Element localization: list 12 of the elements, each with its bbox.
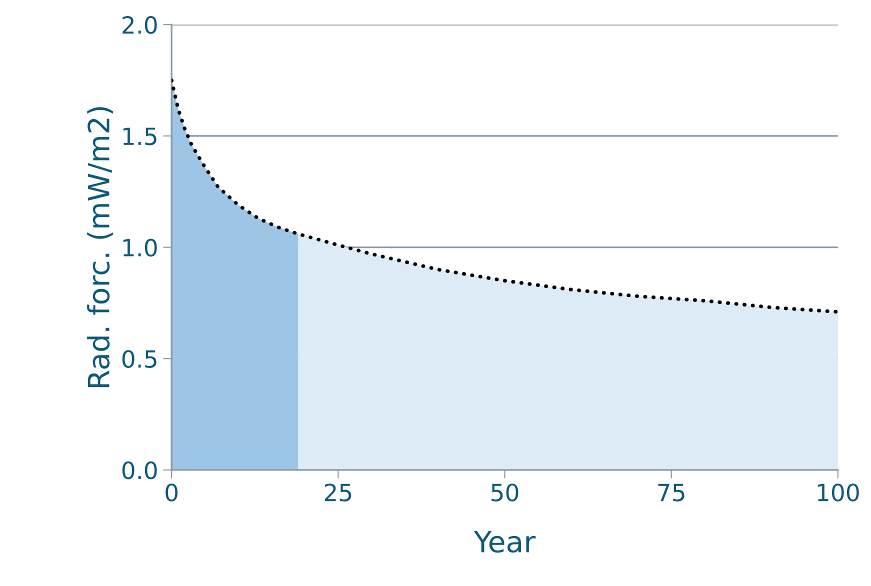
x-tick-label: 100 xyxy=(818,484,859,502)
y-axis-title: Rad. forc. (mW/m2) xyxy=(87,107,114,388)
y-tick-label: 0.0 xyxy=(122,461,157,480)
x-tick-label: 75 xyxy=(658,484,684,502)
x-tick-label: 25 xyxy=(324,484,352,502)
x-tick-label: 50 xyxy=(492,484,518,502)
y-tick-label: 1.5 xyxy=(123,128,156,146)
x-tick-label: 0 xyxy=(166,484,178,502)
y-tick-label: 0.5 xyxy=(122,350,156,368)
y-tick-label: 2.0 xyxy=(122,16,157,34)
x-axis-title: Year xyxy=(474,530,536,553)
y-tick-label: 1.0 xyxy=(123,238,157,257)
